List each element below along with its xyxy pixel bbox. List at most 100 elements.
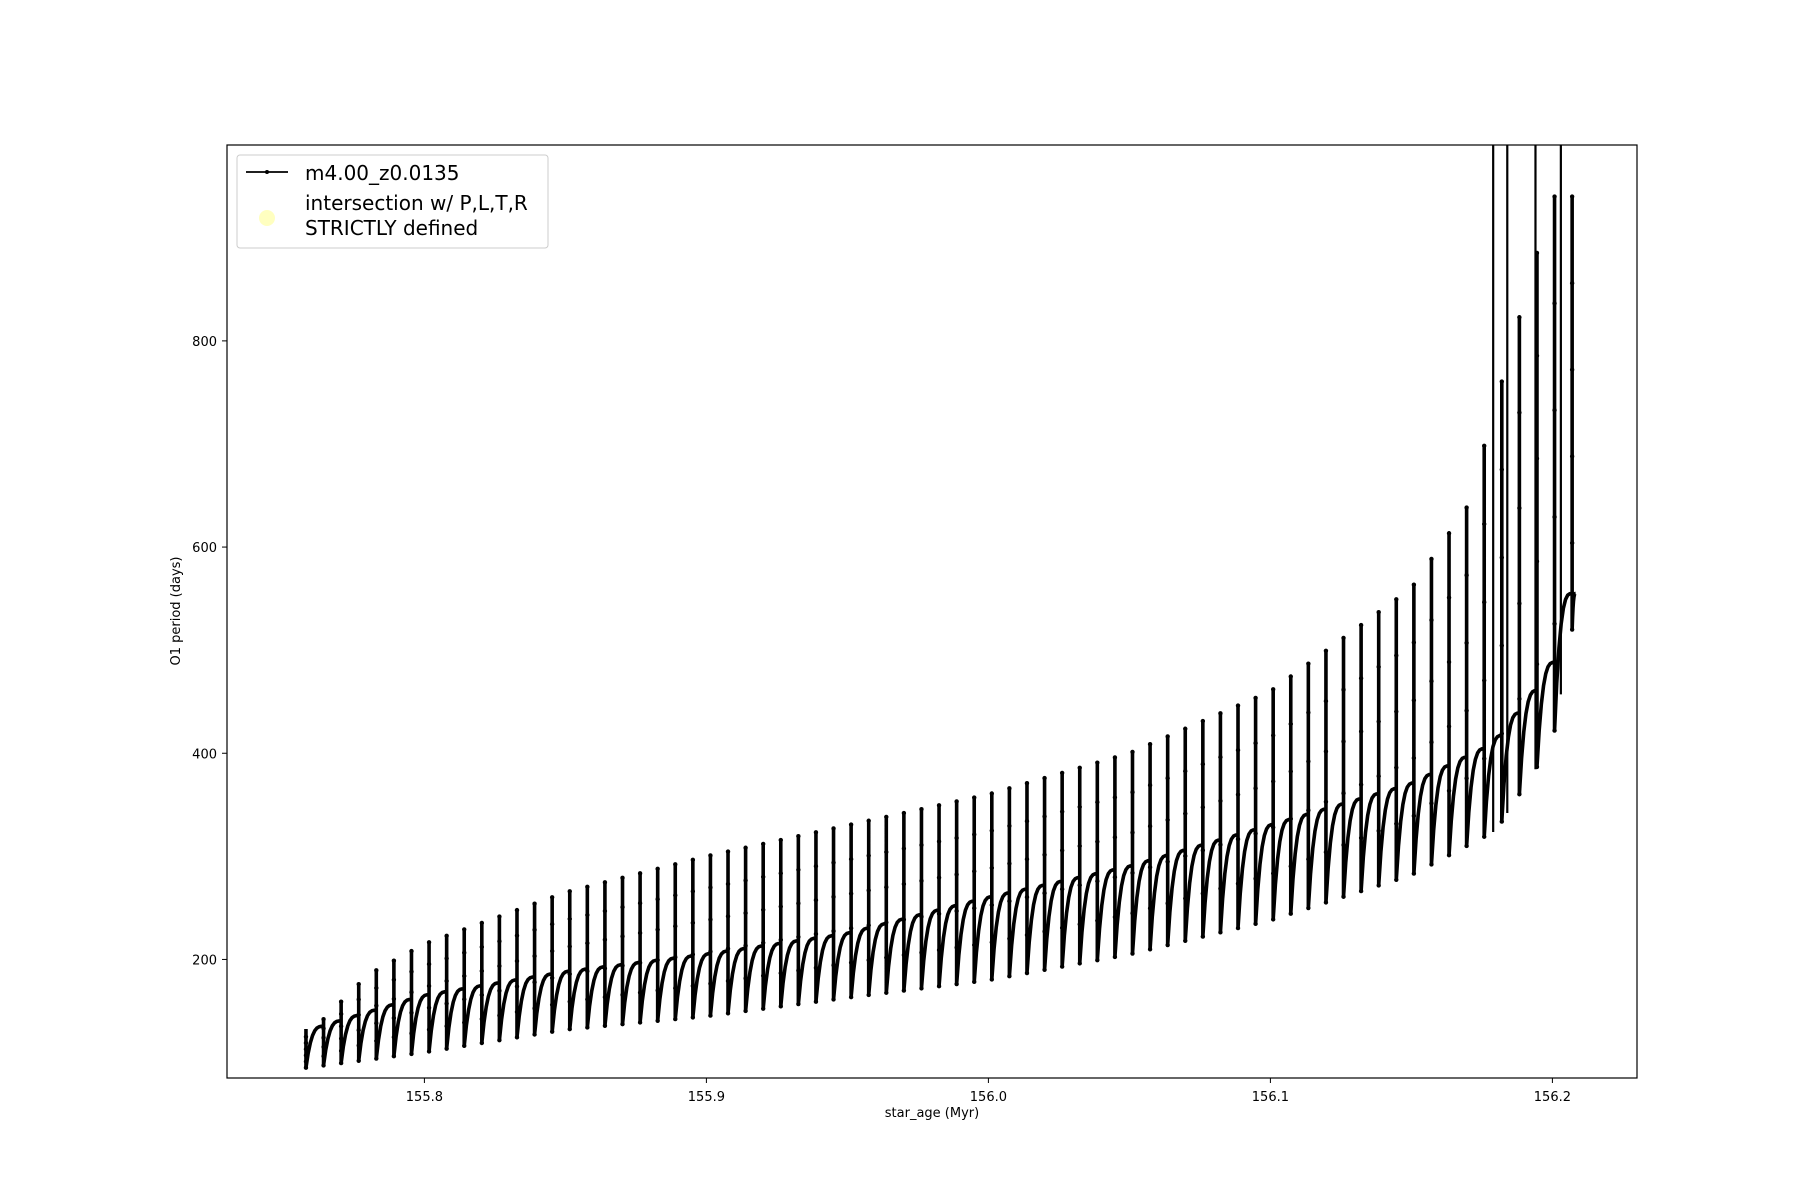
series-point [884,955,889,960]
series-point [303,1059,309,1064]
series-point [602,1023,608,1028]
series-point [1024,894,1030,900]
series-point [1042,814,1047,819]
series-point [1394,877,1399,882]
series-point [1235,925,1241,931]
series-point [585,969,590,974]
series-point [1147,783,1153,788]
series-point [1007,898,1012,904]
series-point [1165,775,1170,781]
series-point [655,897,660,902]
series-point [602,937,608,942]
series-point [1376,610,1381,615]
series-point [549,921,555,927]
series-point [954,908,959,914]
series-point [690,889,696,894]
series-point [796,833,801,839]
series-point [497,939,502,944]
series-point [585,1025,590,1030]
series-point [637,960,643,965]
series-point [1482,521,1487,527]
series-point [1147,865,1153,870]
series-point [1341,687,1346,692]
series-point [567,999,572,1004]
series-point [1517,505,1522,511]
series-point [1341,635,1346,641]
series-point [866,957,871,963]
series-point [725,914,731,919]
series-point [1059,886,1065,892]
series-point [813,999,819,1004]
series-point [1376,719,1381,724]
series-point [1200,891,1206,896]
series-point [760,841,766,847]
series-point [1024,781,1030,786]
series-point [866,923,871,928]
legend-dot-marker [265,170,269,174]
series-point [1411,755,1417,761]
series-point [1077,882,1082,888]
x-tick-label: 155.9 [688,1090,725,1105]
series-point [743,878,748,883]
series-point [989,940,995,945]
series-point [655,988,660,993]
series-point [444,933,449,939]
series-point [479,920,485,926]
series-point [813,897,819,903]
series-point [1358,835,1364,841]
series-point [1394,709,1399,714]
series-point [1429,678,1434,684]
series-point [602,966,608,971]
series-point [1323,799,1329,804]
series-point [1024,818,1030,824]
series-point [743,910,748,916]
series-point [655,927,660,932]
series-point [690,952,696,957]
series-point [1446,531,1452,536]
series-point [1183,896,1188,901]
series-point [972,942,977,948]
series-point [444,1046,449,1051]
series-point [374,1056,379,1061]
series-point [426,983,432,989]
series-point [655,957,660,963]
series-point [497,988,502,993]
series-point [356,981,361,987]
series-point [1130,951,1135,956]
series-point [673,1016,678,1022]
series-point [1007,974,1012,979]
series-point [409,1031,414,1036]
series-point [1183,768,1188,774]
series-point [1323,698,1329,704]
series-point [1552,407,1557,413]
series-point [673,924,678,929]
series-point [391,977,397,983]
series-point [848,856,854,862]
series-point [1552,728,1557,733]
series-point [1358,622,1364,628]
series-point [1482,678,1487,683]
series-point [1429,617,1434,623]
series-point [919,878,924,884]
series-point [1112,914,1118,920]
series-point [1165,859,1170,864]
series-point [1464,640,1469,646]
series-point [1288,769,1293,774]
series-point [954,872,959,877]
legend: m4.00_z0.0135 intersection w/ P,L,T,R ST… [236,154,549,249]
series-point [1552,301,1557,306]
series-point [1411,871,1417,876]
series-point [725,1011,731,1016]
series-point [637,1020,643,1025]
series-point [743,976,748,981]
series-point [901,988,907,993]
series-point [936,947,942,953]
series-point [391,996,397,1002]
series-point [303,1065,309,1070]
series-point [1112,954,1118,960]
series-point [1147,906,1153,911]
series-point [444,978,449,984]
series-point [1235,881,1241,886]
series-line [304,194,1578,1070]
series-point [321,1026,326,1031]
